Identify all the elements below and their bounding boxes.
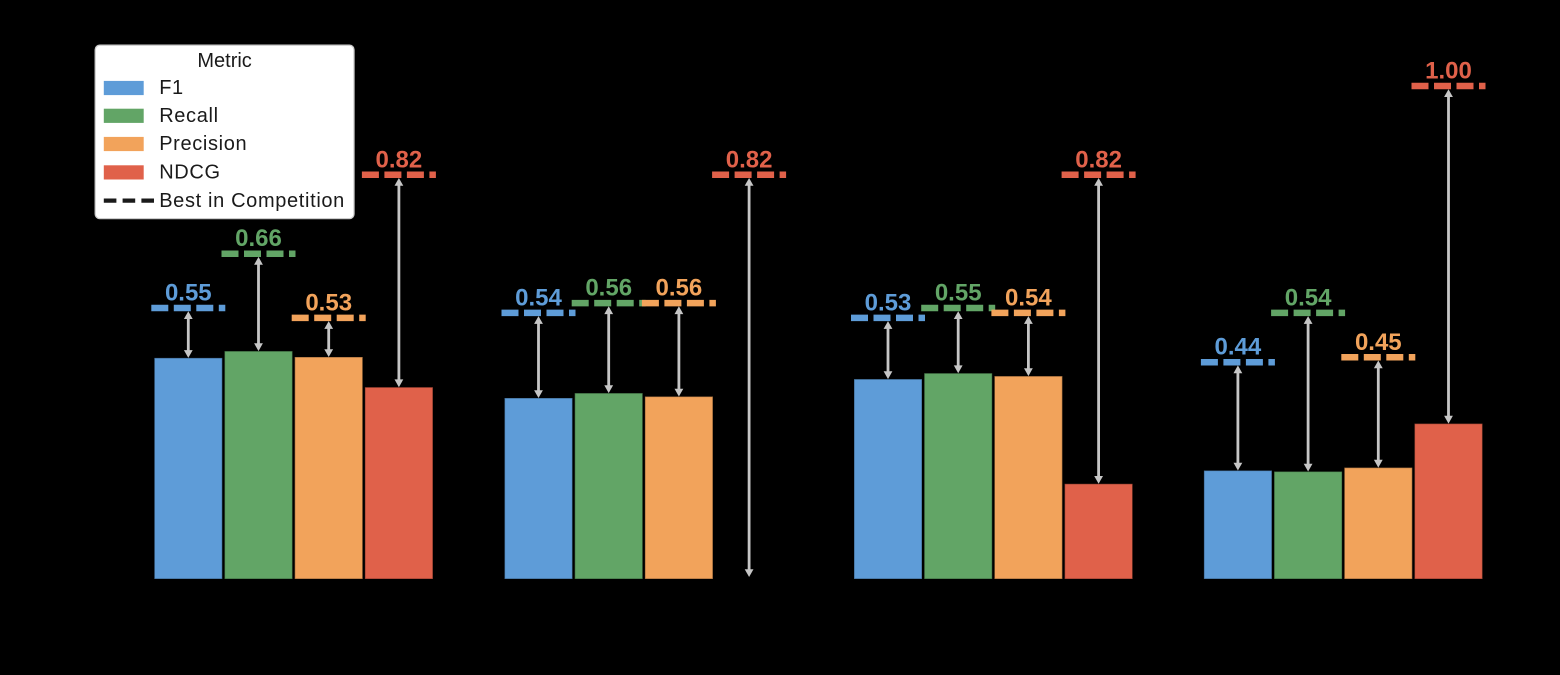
- svg-text:0.56: 0.56: [656, 275, 703, 302]
- svg-text:0.54: 0.54: [515, 284, 562, 311]
- svg-text:0.54: 0.54: [1285, 284, 1332, 311]
- svg-text:0.44: 0.44: [1215, 334, 1262, 361]
- svg-text:0.66: 0.66: [235, 225, 282, 252]
- svg-text:0.45: 0.45: [1355, 329, 1402, 356]
- svg-text:0.55: 0.55: [165, 280, 212, 307]
- svg-text:0.56: 0.56: [585, 275, 632, 302]
- svg-text:F1: F1: [159, 77, 184, 99]
- svg-text:Precision: Precision: [159, 133, 247, 155]
- svg-text:0.82: 0.82: [1075, 146, 1122, 173]
- svg-text:1.00: 1.00: [1425, 58, 1472, 85]
- svg-text:NDCG: NDCG: [159, 162, 221, 184]
- svg-text:0.53: 0.53: [305, 289, 352, 316]
- svg-text:Metric: Metric: [197, 50, 251, 72]
- svg-text:0.53: 0.53: [865, 289, 912, 316]
- svg-text:0.55: 0.55: [935, 280, 982, 307]
- svg-text:0.82: 0.82: [726, 146, 773, 173]
- svg-text:Best in Competition: Best in Competition: [159, 190, 345, 212]
- svg-text:0.82: 0.82: [376, 146, 423, 173]
- svg-text:0.54: 0.54: [1005, 284, 1052, 311]
- svg-text:Recall: Recall: [159, 105, 218, 127]
